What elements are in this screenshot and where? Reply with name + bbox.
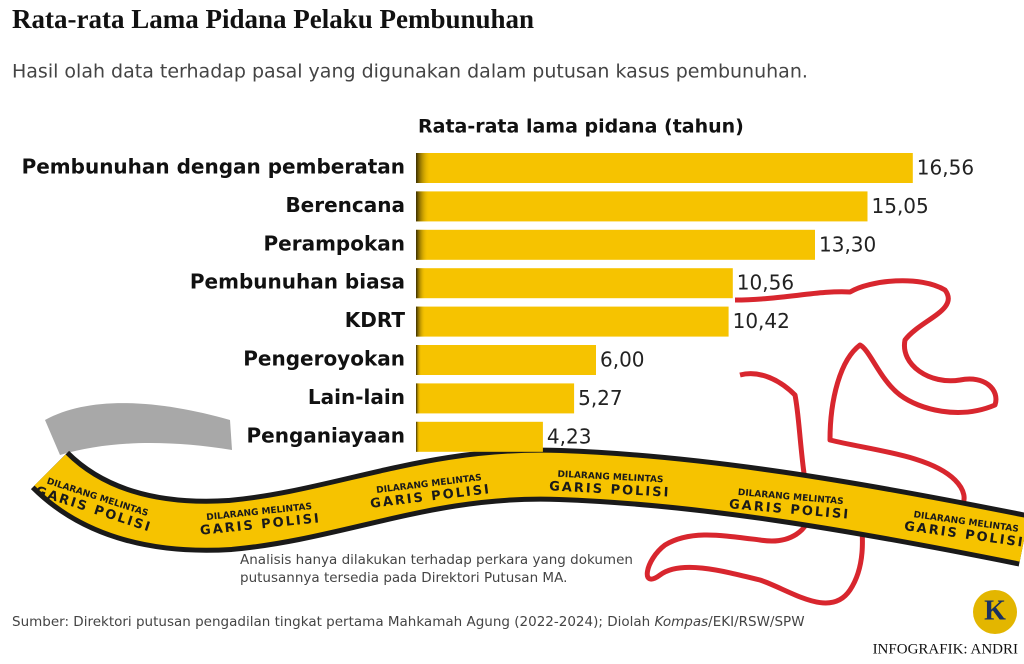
tape: [34, 452, 1024, 562]
value-label: 10,56: [737, 271, 794, 295]
source-part: /EKI/RSW/SPW: [708, 614, 804, 630]
bar-shade: [416, 306, 729, 337]
source: Sumber: Direktori putusan pengadilan tin…: [12, 614, 805, 630]
value-label: 13,30: [819, 232, 876, 256]
bar-shade: [416, 153, 913, 183]
category-label: KDRT: [345, 308, 406, 332]
chalk-outline: [644, 278, 999, 606]
value-label: 15,05: [872, 194, 929, 218]
category-label: Pengeroyokan: [243, 347, 405, 371]
value-label: 4,23: [547, 424, 592, 448]
category-label: Penganiayaan: [246, 423, 405, 447]
bar-shade: [416, 229, 815, 260]
value-label: 5,27: [578, 386, 623, 410]
category-label: Pembunuhan biasa: [190, 270, 405, 294]
value-axis-label: Rata-rata lama pidana (tahun): [418, 116, 744, 138]
logo: K: [984, 595, 1006, 626]
tape-text: GARIS POLISI: [549, 479, 671, 500]
source-part: Sumber: Direktori putusan pengadilan tin…: [12, 614, 655, 630]
logo-badge: [973, 590, 1017, 634]
category-label: Perampokan: [263, 231, 405, 255]
value-label: 10,42: [733, 309, 790, 333]
note: Analisis hanya dilakukan terhadap perkar…: [240, 552, 633, 568]
source-part: Kompas: [655, 614, 709, 630]
value-label: 6,00: [600, 348, 645, 372]
category-label: Pembunuhan dengan pemberatan: [22, 155, 405, 179]
category-label: Berencana: [285, 193, 405, 217]
credit: INFOGRAFIK: ANDRI: [873, 641, 1018, 657]
bar-shade: [416, 191, 868, 222]
subtitle: Hasil olah data terhadap pasal yang digu…: [12, 61, 808, 83]
bar-shade: [416, 383, 575, 414]
category-label: Lain-lain: [308, 385, 405, 409]
bar-shade: [416, 345, 596, 375]
tape-gray: [45, 403, 232, 455]
value-label: 16,56: [917, 156, 974, 180]
bar-shade: [416, 268, 733, 299]
note: putusannya tersedia pada Direktori Putus…: [240, 570, 567, 586]
chart-title: Rata-rata Lama Pidana Pelaku Pembunuhan: [12, 4, 534, 34]
bar-shade: [416, 421, 543, 452]
